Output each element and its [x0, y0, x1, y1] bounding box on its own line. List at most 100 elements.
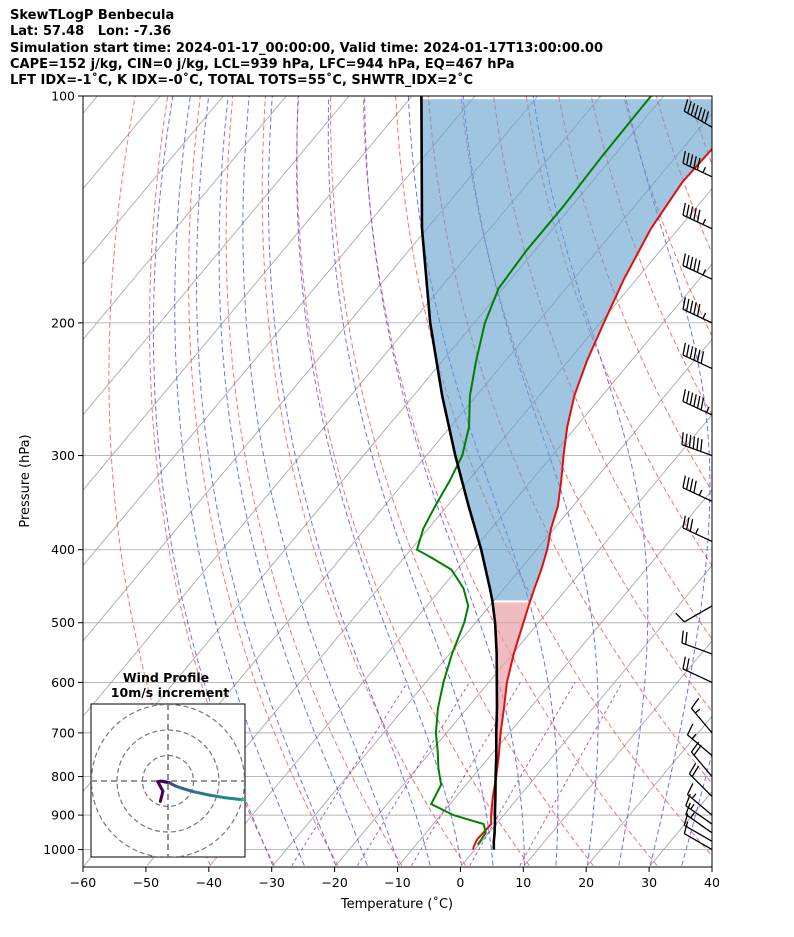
- dry-adiabat: [655, 96, 712, 255]
- wind-barb: [686, 783, 713, 816]
- cin-fill: [491, 602, 530, 816]
- hodograph-trace: [158, 789, 165, 803]
- y-tick-label: 400: [51, 542, 75, 557]
- moist-adiabat: [713, 96, 794, 866]
- moist-adiabat: [152, 96, 274, 866]
- wind-barb: [685, 793, 713, 825]
- dry-adiabat: [754, 96, 794, 866]
- isotherm: [83, 96, 350, 416]
- moist-adiabat: [532, 96, 649, 866]
- isotherm: [461, 564, 712, 866]
- moist-adiabat: [218, 96, 368, 866]
- x-axis: −60 −50 −40 −30 −20 −10 0 10 20 30 40: [70, 867, 720, 890]
- y-tick-label: 1000: [43, 842, 75, 857]
- wind-barb: [685, 802, 713, 834]
- isotherm: [83, 96, 413, 491]
- dry-adiabat: [149, 96, 275, 866]
- wind-barb: [690, 697, 713, 734]
- moist-adiabat: [268, 96, 431, 866]
- dry-adiabat: [558, 96, 712, 493]
- profile-lines: [415, 96, 712, 850]
- hodograph-title: Wind Profile: [123, 670, 209, 685]
- moist-adiabat: [195, 96, 337, 866]
- isotherm: [335, 414, 712, 866]
- y-tick-label: 700: [51, 725, 75, 740]
- x-tick-label: 30: [641, 875, 657, 890]
- cape-area: [421, 99, 712, 816]
- dry-adiabat: [493, 96, 712, 640]
- isotherm: [587, 715, 712, 866]
- hodograph-trace: [250, 799, 260, 800]
- moist-adiabat: [242, 96, 400, 866]
- x-tick-label: −40: [196, 875, 222, 890]
- wind-barb: [682, 297, 713, 324]
- mixing-ratio-line: [469, 682, 576, 866]
- mixing-ratio-line: [291, 682, 408, 866]
- station-title: SkewTLogP Benbecula: [10, 8, 175, 23]
- station-coords: Lat: 57.48 Lon: -7.36: [10, 24, 172, 40]
- hodograph-trace: [222, 796, 241, 801]
- dry-adiabat: [225, 96, 403, 866]
- x-tick-label: −10: [384, 875, 410, 890]
- x-tick-label: −50: [133, 875, 159, 890]
- moist-adiabat: [296, 96, 463, 866]
- hodograph-trace: [181, 787, 195, 794]
- x-tick-label: −20: [321, 875, 347, 890]
- x-tick-label: 20: [578, 875, 594, 890]
- wind-barb: [682, 475, 713, 502]
- isotherm: [524, 640, 712, 866]
- cape-indices: CAPE=152 j/kg, CIN=0 j/kg, LCL=939 hPa, …: [10, 56, 515, 72]
- hodograph-trace: [192, 790, 211, 797]
- y-axis-label: Pressure (hPa): [18, 434, 33, 527]
- y-tick-label: 300: [51, 448, 75, 463]
- wind-barb: [682, 202, 713, 230]
- isotherm: [398, 489, 712, 866]
- y-tick-label: 100: [51, 89, 75, 104]
- wind-barb: [683, 821, 713, 851]
- isotherm: [83, 96, 224, 265]
- dry-adiabat: [188, 96, 339, 866]
- x-tick-label: 40: [704, 875, 720, 890]
- isotherm: [83, 96, 476, 567]
- isotherm: [776, 96, 794, 866]
- dry-adiabat: [261, 96, 467, 866]
- hodograph-trace: [207, 793, 226, 800]
- y-tick-label: 800: [51, 769, 75, 784]
- hodograph-trace: [156, 780, 165, 793]
- isotherm: [83, 96, 287, 341]
- wind-barb: [688, 762, 713, 797]
- wind-barb: [682, 389, 713, 416]
- isotherm: [272, 338, 712, 866]
- stability-indices: LFT IDX=-1˚C, K IDX=-0˚C, TOTAL TOTS=55˚…: [10, 73, 474, 89]
- dry-adiabat: [362, 96, 658, 866]
- wind-barb: [682, 151, 713, 178]
- hodograph-ring: [116, 729, 220, 833]
- dry-adiabat: [460, 96, 712, 713]
- mixing-ratio-line: [519, 682, 623, 866]
- wind-barb: [675, 605, 713, 623]
- y-tick-label: 600: [51, 675, 75, 690]
- moist-adiabat: [364, 96, 525, 866]
- x-tick-label: 0: [456, 875, 464, 890]
- moist-adiabat: [624, 96, 711, 866]
- hodograph-inset: Wind Profile 10m/s increment: [90, 670, 260, 858]
- wind-barb: [686, 723, 713, 756]
- dry-adiabat: [590, 96, 712, 416]
- moist-adiabat: [327, 96, 494, 866]
- x-tick-label: −30: [259, 875, 285, 890]
- dry-adiabat: [722, 96, 794, 866]
- dry-adiabat: [330, 96, 594, 866]
- temperature-line: [472, 147, 712, 850]
- x-tick-label: −60: [70, 875, 96, 890]
- wind-barb: [682, 515, 713, 543]
- chart-header: SkewTLogP Benbecula Lat: 57.48 Lon: -7.36…: [10, 8, 603, 89]
- hodograph-subtitle: 10m/s increment: [111, 685, 229, 700]
- hodograph-trace: [237, 797, 245, 802]
- isotherm: [713, 96, 794, 866]
- x-axis-label: Temperature (˚C): [340, 896, 453, 912]
- dewpoint-line: [415, 96, 652, 846]
- y-tick-label: 500: [51, 615, 75, 630]
- wind-barb: [683, 99, 713, 128]
- wind-barb: [681, 630, 713, 655]
- y-tick-label: 200: [51, 315, 75, 330]
